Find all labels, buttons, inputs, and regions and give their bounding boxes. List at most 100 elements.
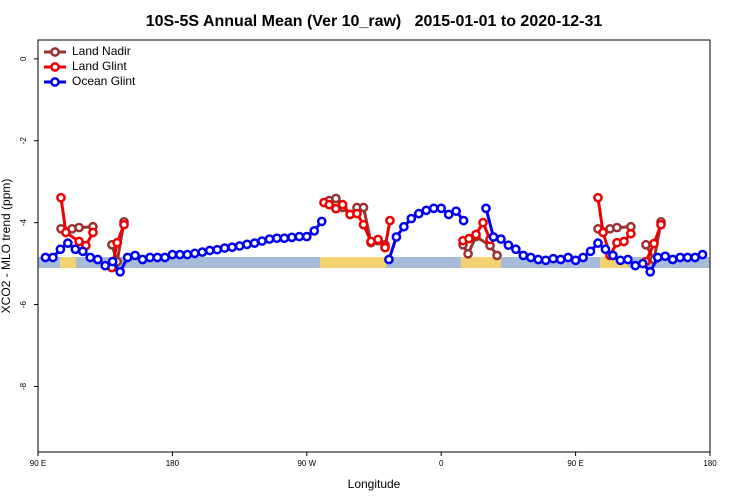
- y-axis-label: XCO2 - MLO trend (ppm): [0, 179, 13, 314]
- data-point: [652, 252, 663, 263]
- data-point: [619, 236, 629, 247]
- data-point: [637, 258, 648, 269]
- data-point: [428, 203, 439, 214]
- data-point: [399, 221, 409, 232]
- data-point: [578, 252, 588, 263]
- y-tick-label: -4: [19, 219, 28, 227]
- data-point: [88, 227, 98, 238]
- data-point: [234, 241, 245, 251]
- data-point: [92, 254, 103, 265]
- data-point: [443, 209, 454, 220]
- data-point: [612, 222, 622, 233]
- data-point: [649, 238, 659, 249]
- data-point: [189, 248, 200, 259]
- data-point: [309, 225, 320, 236]
- data-point: [380, 242, 390, 253]
- x-tick-label: 90 W: [297, 459, 316, 468]
- data-point: [115, 266, 125, 277]
- data-point: [436, 203, 447, 214]
- data-point: [272, 233, 282, 244]
- data-point: [690, 252, 700, 263]
- data-point: [675, 252, 685, 263]
- data-point: [458, 215, 469, 226]
- data-point: [182, 249, 193, 260]
- data-point: [563, 252, 573, 263]
- data-point: [478, 217, 488, 228]
- data-point: [598, 227, 608, 238]
- data-point: [525, 252, 536, 263]
- data-point: [548, 253, 559, 264]
- data-point: [623, 254, 633, 265]
- data-point: [626, 228, 636, 239]
- data-point: [615, 255, 626, 266]
- data-point: [74, 222, 84, 233]
- data-point: [471, 229, 481, 240]
- data-point: [55, 244, 66, 255]
- data-point: [464, 233, 474, 244]
- data-point: [316, 216, 327, 227]
- plot-frame: [37, 39, 711, 453]
- legend-label: Land Glint: [72, 59, 127, 73]
- data-point: [56, 192, 66, 203]
- data-point: [697, 249, 708, 260]
- data-point: [373, 234, 383, 245]
- y-tick-label: -6: [19, 300, 28, 308]
- data-point: [518, 250, 529, 261]
- data-point: [77, 246, 88, 257]
- data-point: [406, 213, 417, 224]
- x-axis-label: Longitude: [348, 477, 401, 491]
- data-point: [358, 219, 369, 230]
- data-point: [682, 252, 693, 263]
- data-point: [385, 215, 395, 226]
- data-point: [413, 208, 424, 219]
- data-point: [85, 252, 96, 263]
- data-point: [358, 202, 369, 213]
- x-tick-label: 90 E: [567, 459, 583, 468]
- x-tick-label: 0: [439, 459, 444, 468]
- data-point: [119, 219, 129, 230]
- data-point: [656, 219, 666, 230]
- y-tick-label: -8: [19, 382, 28, 390]
- data-point: [337, 199, 348, 210]
- data-point: [503, 240, 514, 251]
- data-point: [204, 245, 215, 256]
- land-band: [60, 257, 76, 268]
- data-point: [70, 244, 81, 255]
- legend-label: Ocean Glint: [72, 74, 136, 88]
- data-point: [301, 231, 312, 242]
- data-point: [555, 254, 566, 265]
- data-point: [384, 254, 394, 265]
- data-point: [137, 254, 148, 265]
- data-point: [451, 206, 461, 217]
- data-point: [249, 238, 260, 248]
- data-point: [630, 260, 641, 271]
- data-point: [130, 250, 140, 261]
- data-point: [219, 243, 230, 253]
- data-point: [167, 249, 178, 260]
- y-tick-label: -2: [19, 137, 28, 145]
- data-point: [593, 192, 603, 203]
- data-point: [112, 237, 122, 248]
- data-point: [585, 246, 596, 257]
- data-point: [74, 236, 84, 247]
- legend-label: Land Nadir: [72, 44, 131, 58]
- data-point: [641, 239, 651, 250]
- data-point: [279, 233, 290, 244]
- data-point: [145, 252, 155, 263]
- data-point: [264, 234, 275, 244]
- legend-marker: [50, 47, 60, 57]
- legend-marker: [50, 62, 60, 72]
- data-point: [257, 236, 267, 246]
- data-point: [107, 256, 118, 267]
- data-point: [421, 205, 432, 216]
- x-tick-label: 90 E: [30, 459, 46, 468]
- data-point: [660, 251, 671, 262]
- data-point: [242, 239, 252, 250]
- x-tick-label: 180: [166, 459, 180, 468]
- data-point: [100, 260, 111, 271]
- data-point: [40, 252, 51, 263]
- data-point: [608, 250, 618, 261]
- land-band: [461, 257, 501, 268]
